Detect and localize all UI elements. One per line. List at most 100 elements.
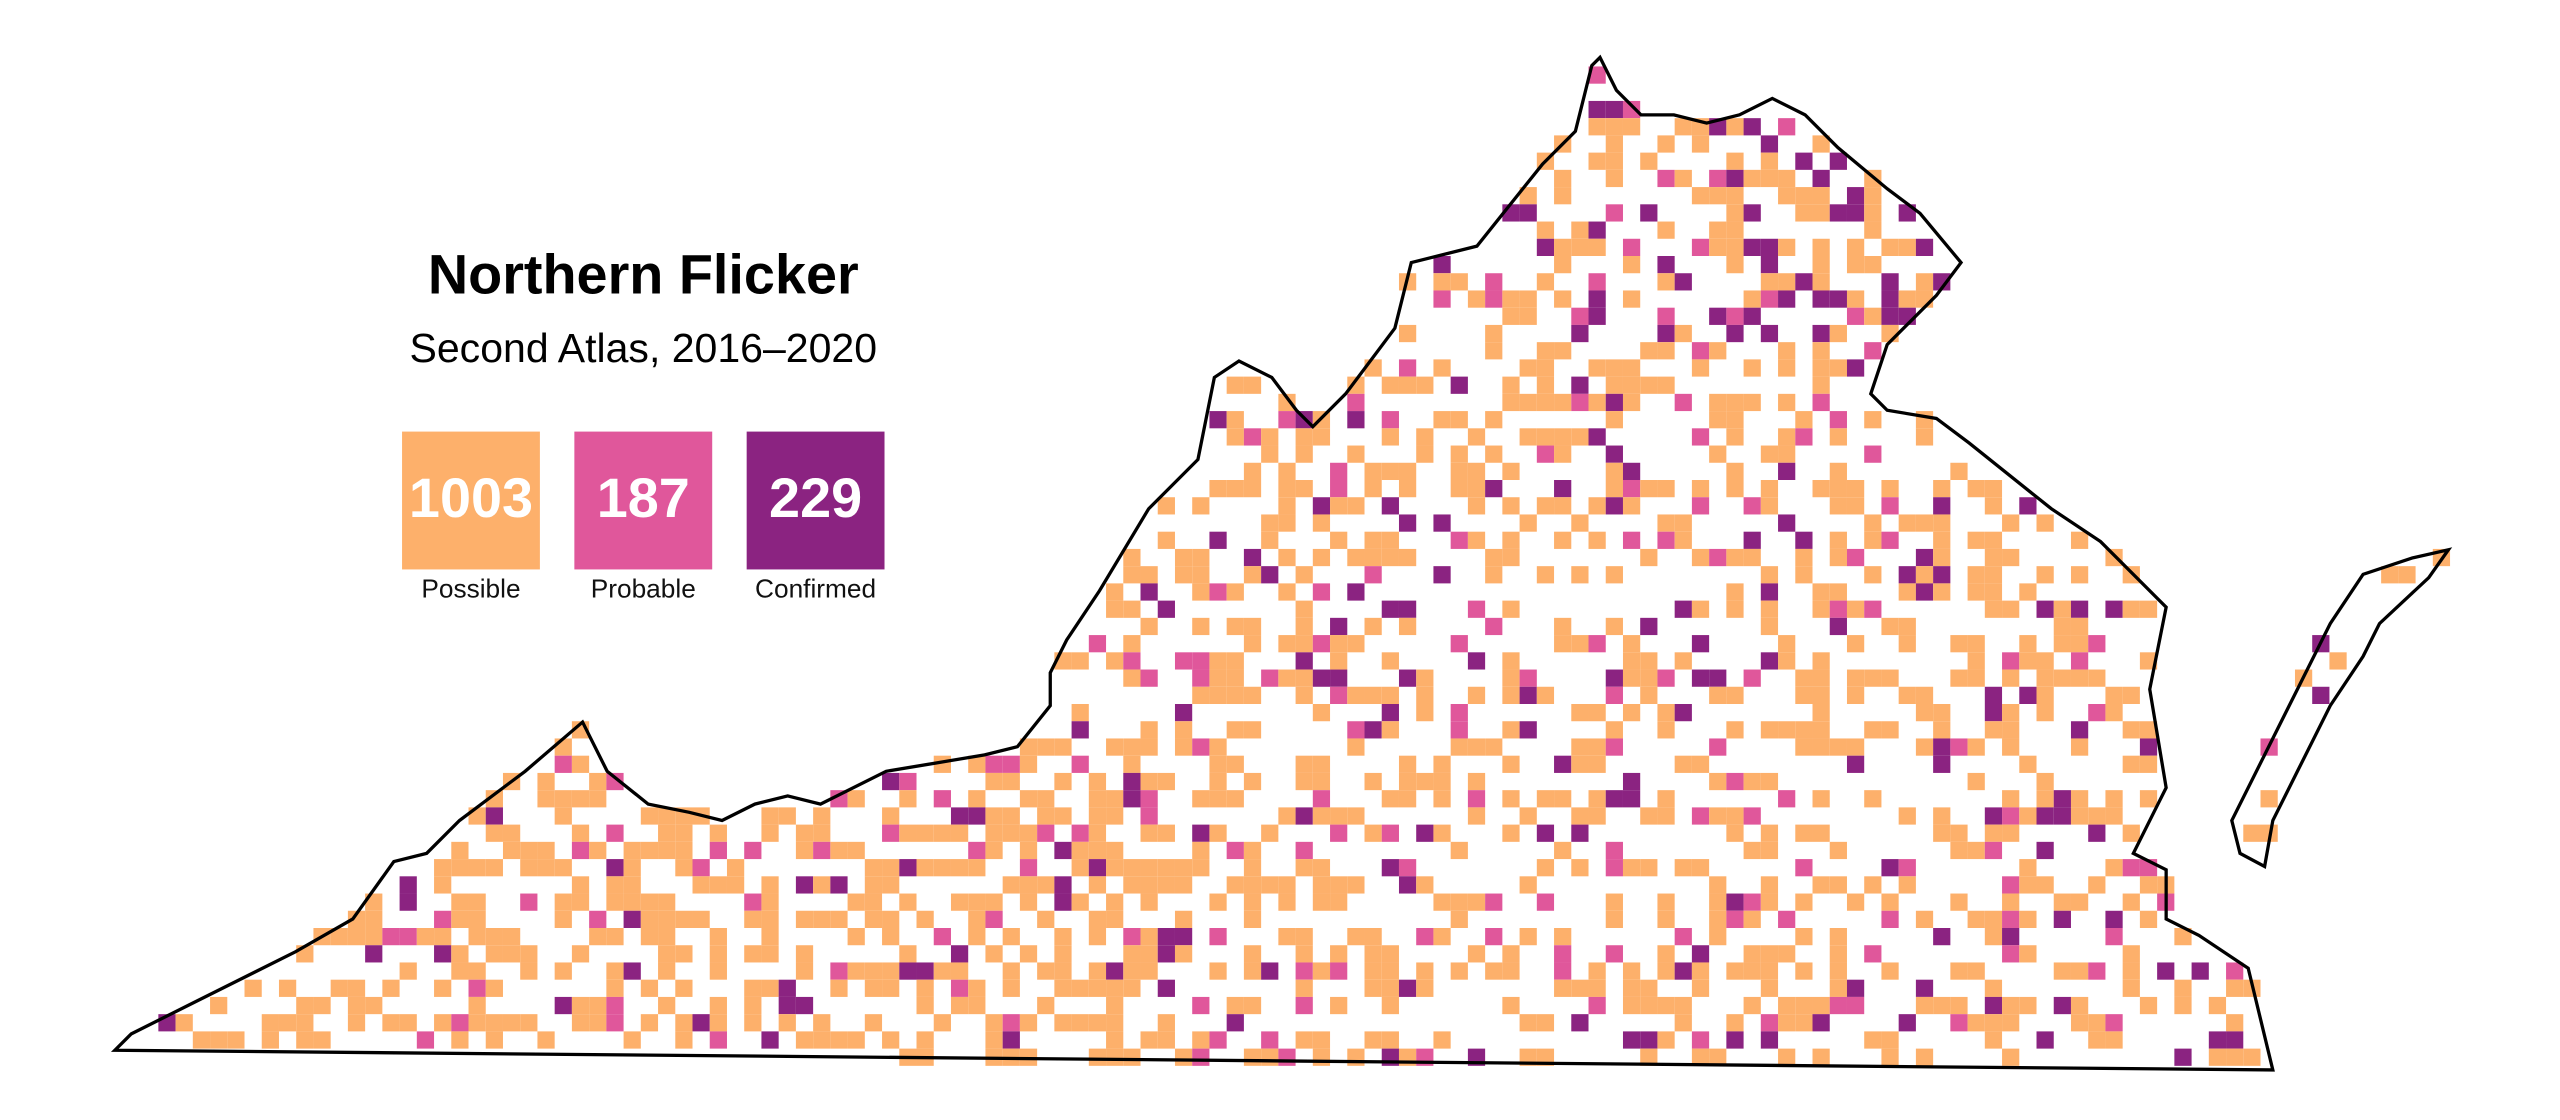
atlas-block bbox=[2019, 945, 2037, 963]
atlas-block bbox=[950, 807, 969, 825]
atlas-block bbox=[485, 1014, 503, 1032]
atlas-block bbox=[1709, 548, 1727, 567]
atlas-block bbox=[1933, 738, 1951, 756]
atlas-block bbox=[1829, 548, 1847, 567]
atlas-block bbox=[1984, 807, 2003, 825]
atlas-block bbox=[1640, 1048, 1658, 1066]
atlas-block bbox=[2002, 790, 2020, 808]
atlas-block bbox=[709, 1014, 727, 1032]
atlas-block bbox=[1778, 721, 1796, 739]
atlas-block bbox=[1312, 876, 1331, 894]
atlas-block bbox=[1760, 256, 1779, 274]
atlas-block bbox=[1605, 411, 1623, 429]
atlas-block bbox=[1709, 445, 1727, 463]
atlas-block bbox=[1347, 738, 1365, 756]
atlas-block bbox=[1605, 738, 1623, 756]
atlas-block bbox=[1278, 635, 1296, 653]
atlas-block bbox=[1433, 772, 1451, 791]
atlas-block bbox=[1915, 514, 1934, 532]
atlas-block bbox=[1812, 1014, 1830, 1032]
atlas-block bbox=[1795, 859, 1813, 877]
atlas-block bbox=[1381, 428, 1399, 446]
atlas-block bbox=[1691, 135, 1710, 153]
atlas-block bbox=[1209, 824, 1227, 842]
atlas-block bbox=[1519, 514, 1537, 532]
legend-label: Confirmed bbox=[755, 574, 876, 604]
atlas-block bbox=[1622, 359, 1641, 377]
atlas-block bbox=[485, 790, 503, 808]
atlas-block bbox=[1640, 996, 1658, 1015]
atlas-block bbox=[882, 772, 900, 791]
atlas-block bbox=[2019, 497, 2037, 515]
atlas-block bbox=[1571, 376, 1589, 394]
atlas-block bbox=[1312, 704, 1331, 722]
atlas-block bbox=[2243, 824, 2261, 842]
atlas-block bbox=[1622, 772, 1641, 791]
atlas-block bbox=[1467, 772, 1486, 791]
atlas-block bbox=[968, 859, 986, 877]
atlas-block bbox=[1502, 721, 1520, 739]
atlas-block bbox=[709, 928, 727, 946]
atlas-block bbox=[1554, 290, 1572, 308]
atlas-block bbox=[623, 910, 641, 928]
atlas-block bbox=[1088, 910, 1107, 928]
atlas-block bbox=[1330, 462, 1348, 480]
atlas-block bbox=[1536, 238, 1555, 256]
atlas-block bbox=[382, 928, 400, 946]
atlas-block bbox=[882, 824, 900, 842]
atlas-block bbox=[1312, 807, 1331, 825]
atlas-block bbox=[1536, 428, 1555, 446]
atlas-block bbox=[709, 876, 727, 894]
atlas-block bbox=[1984, 480, 2003, 498]
atlas-block bbox=[1071, 841, 1089, 860]
atlas-block bbox=[2088, 635, 2106, 653]
atlas-block bbox=[2105, 704, 2123, 722]
atlas-block bbox=[1502, 669, 1520, 687]
atlas-block bbox=[1657, 256, 1675, 274]
atlas-block bbox=[1261, 669, 1279, 687]
atlas-block bbox=[1760, 273, 1779, 291]
atlas-block bbox=[1829, 996, 1847, 1015]
atlas-block bbox=[606, 859, 624, 877]
atlas-block bbox=[813, 807, 831, 825]
atlas-block bbox=[1381, 996, 1399, 1015]
atlas-block bbox=[1433, 256, 1451, 274]
atlas-block bbox=[1726, 462, 1744, 480]
atlas-block bbox=[1588, 118, 1606, 136]
atlas-block bbox=[1622, 531, 1641, 549]
atlas-block bbox=[744, 841, 762, 860]
atlas-block bbox=[1778, 445, 1796, 463]
atlas-block bbox=[1588, 100, 1606, 119]
atlas-block bbox=[485, 824, 503, 842]
atlas-block bbox=[1605, 669, 1623, 687]
atlas-block bbox=[1364, 548, 1382, 567]
atlas-block bbox=[1106, 1048, 1124, 1066]
atlas-block bbox=[347, 910, 366, 928]
atlas-block bbox=[1640, 342, 1658, 360]
atlas-block bbox=[692, 910, 710, 928]
atlas-block bbox=[1881, 480, 1899, 498]
atlas-block bbox=[1295, 755, 1313, 773]
atlas-block bbox=[1778, 118, 1796, 136]
atlas-block bbox=[1760, 324, 1779, 343]
atlas-block bbox=[1778, 945, 1796, 963]
atlas-block bbox=[1243, 566, 1262, 584]
atlas-block bbox=[1760, 566, 1779, 584]
atlas-block bbox=[1519, 359, 1537, 377]
atlas-block bbox=[1054, 841, 1072, 860]
atlas-block bbox=[1226, 686, 1244, 704]
atlas-block bbox=[1157, 979, 1175, 997]
atlas-block bbox=[1709, 411, 1727, 429]
atlas-block bbox=[434, 910, 452, 928]
atlas-block bbox=[2002, 893, 2020, 911]
atlas-block bbox=[1967, 772, 1985, 791]
atlas-block bbox=[1312, 635, 1331, 653]
atlas-block bbox=[985, 1031, 1003, 1049]
atlas-block bbox=[1502, 462, 1520, 480]
atlas-block bbox=[1398, 462, 1417, 480]
atlas-block bbox=[1433, 273, 1451, 291]
atlas-block bbox=[502, 824, 521, 842]
atlas-block bbox=[2002, 824, 2020, 842]
atlas-block bbox=[2122, 600, 2140, 618]
atlas-block bbox=[933, 962, 951, 980]
